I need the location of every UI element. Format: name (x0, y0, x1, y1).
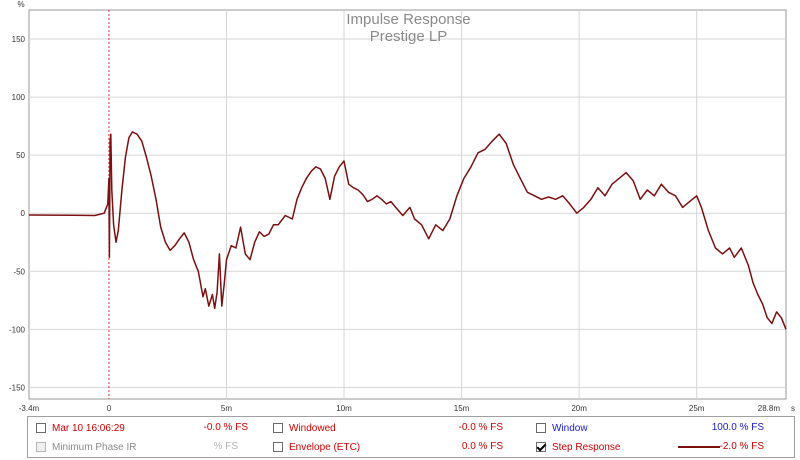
chart-subtitle: Prestige LP (370, 28, 448, 45)
impulse-response-chart: -3.4m 0 5m 10m 15m 20m 25m 28.8m s 150 100 50 0 -50 -1… (9, 0, 795, 413)
window-checkbox[interactable] (536, 423, 546, 433)
x-tick-label: 15m (454, 404, 470, 413)
minimum-phase-checkbox (36, 442, 46, 452)
legend-item-windowed[interactable]: Windowed (273, 420, 336, 436)
x-tick-label: 28.8m (758, 404, 781, 413)
chart-title: Impulse Response (346, 11, 470, 28)
legend-panel: Mar 10 16:06:29 -0.0 % FS Windowed -0.0 … (27, 416, 795, 458)
y-tick-label: 50 (16, 151, 25, 160)
step-response-value: -2.0 % FS (719, 441, 764, 452)
step-response-label: Step Response (552, 441, 621, 453)
envelope-checkbox[interactable] (273, 442, 283, 452)
legend-item-measurement[interactable]: Mar 10 16:06:29 (36, 420, 125, 436)
windowed-label: Windowed (289, 422, 336, 434)
window-value: 100.0 % FS (711, 422, 764, 433)
y-tick-label: 0 (21, 209, 26, 218)
envelope-label: Envelope (ETC) (289, 441, 361, 453)
x-tick-label: 10m (336, 404, 352, 413)
measurement-label: Mar 10 16:06:29 (52, 422, 125, 434)
x-tick-label: 5m (221, 404, 232, 413)
windowed-checkbox[interactable] (273, 423, 283, 433)
step-response-checkbox[interactable] (536, 442, 546, 452)
y-tick-label: 150 (12, 35, 26, 44)
legend-item-step-response[interactable]: Step Response (536, 439, 620, 455)
measurement-value: -0.0 % FS (203, 422, 248, 433)
series-line-step-response (28, 131, 787, 330)
y-tick-label: -50 (13, 267, 25, 276)
envelope-value: 0.0 % FS (461, 441, 503, 452)
y-tick-label: 100 (12, 93, 26, 102)
minimum-phase-value: % FS (213, 441, 238, 452)
chart-svg: -3.4m 0 5m 10m 15m 20m 25m 28.8m s 150 100 50 0 -50 -1… (9, 0, 795, 413)
y-axis-label: % (17, 0, 24, 9)
window-label: Window (552, 422, 588, 434)
legend-item-window[interactable]: Window (536, 420, 588, 436)
x-tick-label: -3.4m (19, 404, 40, 413)
windowed-value: -0.0 % FS (458, 422, 503, 433)
y-tick-label: -150 (9, 383, 26, 392)
x-tick-label: 20m (571, 404, 587, 413)
x-unit-label: s (791, 404, 795, 413)
measurement-checkbox[interactable] (36, 423, 46, 433)
minimum-phase-label: Minimum Phase IR (52, 441, 137, 453)
x-tick-label: 25m (689, 404, 705, 413)
step-response-swatch (678, 446, 720, 448)
y-tick-label: -100 (9, 325, 26, 334)
x-tick-label: 0 (107, 404, 112, 413)
legend-item-minimum-phase: Minimum Phase IR (36, 439, 136, 455)
legend-item-envelope[interactable]: Envelope (ETC) (273, 439, 360, 455)
plot-frame (28, 9, 787, 400)
